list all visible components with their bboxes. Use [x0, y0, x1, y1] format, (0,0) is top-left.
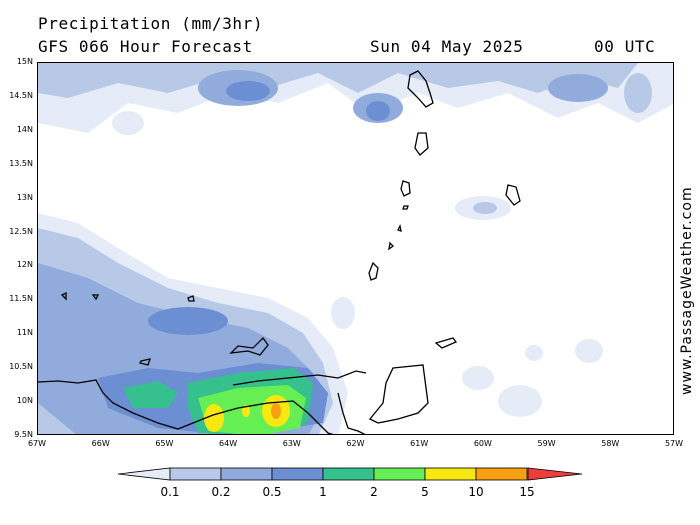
- legend-arrow-low: [118, 467, 171, 481]
- lat-tick-label: 11N: [16, 328, 33, 338]
- forecast-date: Sun 04 May 2025: [370, 37, 524, 56]
- lat-tick-label: 11.5N: [9, 294, 33, 304]
- legend-label: 0.2: [211, 485, 231, 499]
- island-coche: [139, 358, 151, 366]
- coast-paria-peninsula: [232, 370, 367, 386]
- legend-label: 15: [519, 485, 535, 499]
- legend-swatch: [169, 467, 222, 481]
- lon-tick-label: 62W: [346, 439, 365, 448]
- lon-tick-label: 60W: [473, 439, 492, 448]
- precip-layer-15: [271, 403, 281, 419]
- coast-venezuela: [38, 379, 334, 434]
- forecast-time: 00 UTC: [594, 37, 656, 56]
- legend-swatch: [220, 467, 273, 481]
- legend-swatch: [373, 467, 426, 481]
- island-union: [397, 224, 402, 232]
- island-bequia: [402, 205, 409, 210]
- lon-tick-label: 63W: [282, 439, 301, 448]
- island-st-vincent: [400, 180, 411, 197]
- watermark-text: www.PassageWeather.com: [679, 186, 695, 395]
- island-los-testigos: [187, 295, 195, 302]
- lat-tick-label: 13N: [16, 192, 33, 202]
- legend-label: 10: [468, 485, 484, 499]
- legend-arrow-high: [527, 467, 582, 481]
- lat-tick-label: 10N: [16, 396, 33, 406]
- legend-swatch: [424, 467, 477, 481]
- legend-label: 0.5: [262, 485, 282, 499]
- island-grenada: [368, 261, 379, 281]
- legend-label: 2: [370, 485, 378, 499]
- legend-label: 5: [421, 485, 429, 499]
- island-blanquilla: [60, 291, 67, 301]
- island-trinidad: [368, 364, 429, 424]
- island-barbados: [505, 184, 521, 206]
- lon-tick-label: 61W: [410, 439, 429, 448]
- island-st-lucia: [414, 132, 429, 156]
- legend-swatch: [271, 467, 324, 481]
- legend-swatch: [475, 467, 528, 481]
- lat-tick-label: 13.5N: [9, 158, 33, 168]
- coastline-layer: [38, 70, 521, 434]
- island-carriacou: [388, 241, 394, 251]
- lat-tick-label: 12.5N: [9, 226, 33, 236]
- lat-tick-label: 9.5N: [14, 430, 33, 439]
- island-martinique: [407, 70, 434, 108]
- lon-tick-label: 58W: [601, 439, 620, 448]
- lon-tick-label: 66W: [91, 439, 110, 448]
- lat-tick-label: 15N: [16, 57, 33, 66]
- lon-tick-label: 64W: [219, 439, 238, 448]
- lat-tick-label: 10.5N: [9, 362, 33, 372]
- coast-gulf-paria: [337, 392, 366, 434]
- island-margarita: [229, 336, 269, 356]
- legend-label: 0.1: [160, 485, 180, 499]
- lat-tick-label: 12N: [16, 260, 33, 270]
- legend-label: 1: [319, 485, 327, 499]
- lat-tick-label: 14.5N: [9, 90, 33, 100]
- lon-tick-label: 59W: [537, 439, 556, 448]
- precipitation-legend: [118, 467, 582, 481]
- lon-tick-label: 67W: [27, 439, 47, 448]
- lon-tick-label: 65W: [155, 439, 174, 448]
- lon-tick-label: 57W: [664, 439, 684, 448]
- island-tobago: [434, 337, 458, 349]
- island-small-west: [91, 294, 100, 301]
- legend-swatch: [322, 467, 375, 481]
- precipitation-map: [37, 62, 674, 435]
- map-title: Precipitation (mm/3hr): [38, 14, 264, 33]
- forecast-subtitle: GFS 066 Hour Forecast: [38, 37, 253, 56]
- map-canvas: [38, 63, 673, 434]
- lat-tick-label: 14N: [16, 124, 33, 134]
